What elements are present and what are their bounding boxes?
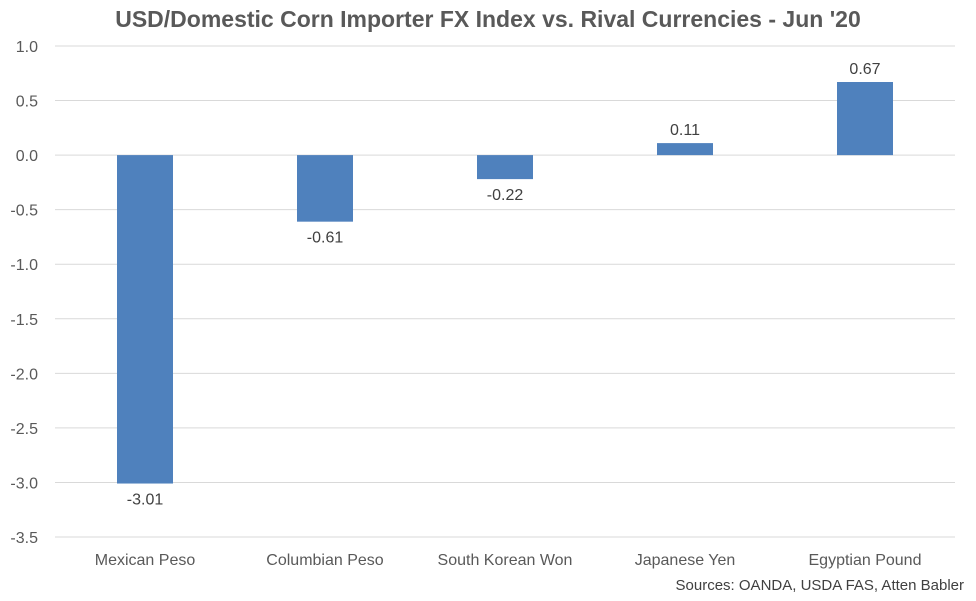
bar bbox=[477, 155, 533, 180]
chart-source: Sources: OANDA, USDA FAS, Atten Babler bbox=[675, 577, 964, 594]
x-tick-label: South Korean Won bbox=[438, 552, 573, 569]
y-tick-label: -2.0 bbox=[10, 366, 38, 383]
x-tick-label: Columbian Peso bbox=[266, 552, 384, 569]
data-label: 0.11 bbox=[670, 122, 700, 139]
bar bbox=[657, 143, 713, 156]
y-tick-label: 1.0 bbox=[16, 39, 38, 56]
data-label: -0.22 bbox=[487, 187, 524, 204]
y-tick-label: -1.5 bbox=[10, 312, 38, 329]
y-tick-label: -3.5 bbox=[10, 530, 38, 547]
chart-title: USD/Domestic Corn Importer FX Index vs. … bbox=[115, 6, 861, 32]
x-tick-label: Mexican Peso bbox=[95, 552, 196, 569]
data-label: 0.67 bbox=[849, 61, 880, 78]
bar bbox=[297, 155, 353, 222]
bar bbox=[117, 155, 173, 484]
y-tick-label: -1.0 bbox=[10, 257, 38, 274]
y-tick-label: 0.0 bbox=[16, 148, 38, 165]
y-tick-label: -2.5 bbox=[10, 421, 38, 438]
bar bbox=[837, 82, 893, 156]
y-tick-label: -3.0 bbox=[10, 475, 38, 492]
x-tick-label: Japanese Yen bbox=[635, 552, 736, 569]
y-tick-label: 0.5 bbox=[16, 94, 38, 111]
x-tick-label: Egyptian Pound bbox=[809, 552, 922, 569]
data-label: -3.01 bbox=[127, 492, 164, 509]
data-label: -0.61 bbox=[307, 230, 344, 247]
y-tick-label: -0.5 bbox=[10, 203, 38, 220]
